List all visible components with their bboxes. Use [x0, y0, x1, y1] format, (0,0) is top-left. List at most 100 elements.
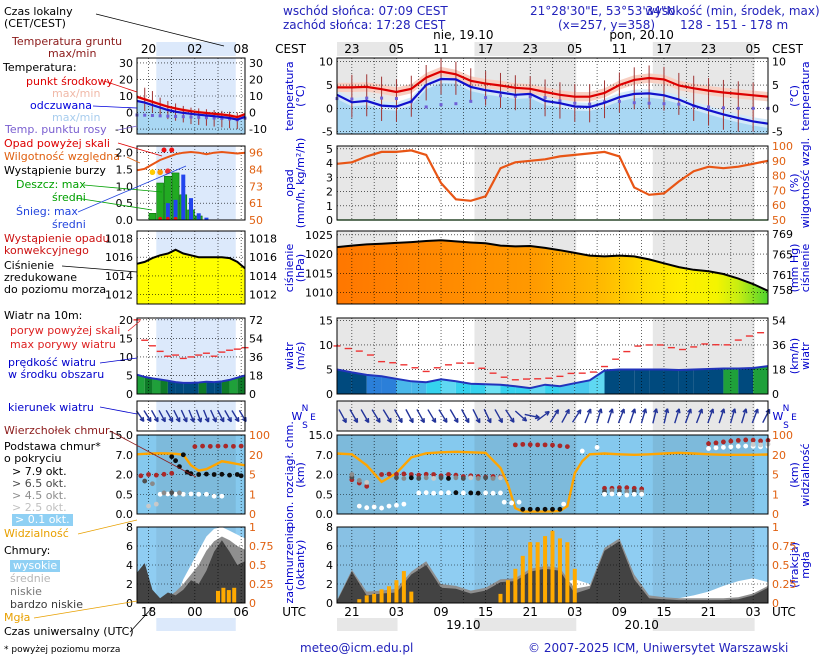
panel-cloud-extent-main: 15.0 7.0 2.0 0.5 0.0 100 20 5 1 0	[309, 429, 794, 521]
svg-text:15: 15	[656, 605, 671, 619]
panel-wind-direction-main	[336, 400, 771, 432]
legend-b-niskie: bardzo niskie	[10, 598, 83, 611]
legend-opad-konw-2: konwekcyjnego	[4, 244, 89, 257]
copyright: © 2007-2025 ICM, Uniwersytet Warszawski	[528, 641, 789, 655]
svg-text:5: 5	[326, 79, 333, 92]
svg-text:2: 2	[326, 186, 333, 199]
svg-text:UTC: UTC	[282, 605, 306, 619]
legend-temp-gruntu-1: Temperatura gruntu	[12, 35, 123, 48]
svg-text:03: 03	[745, 605, 760, 619]
svg-text:15: 15	[478, 605, 493, 619]
svg-text:0.25: 0.25	[249, 578, 274, 591]
svg-text:100: 100	[249, 429, 270, 442]
svg-text:30: 30	[119, 57, 133, 70]
svg-text:08: 08	[234, 42, 249, 56]
svg-text:30: 30	[249, 57, 263, 70]
legend-okt65: > 6.5 okt.	[12, 477, 67, 490]
svg-text:UTC: UTC	[772, 605, 796, 619]
panel-wind-direction-mini	[135, 400, 247, 432]
svg-text:2.0: 2.0	[116, 469, 134, 482]
svg-text:61: 61	[249, 197, 263, 210]
svg-text:96: 96	[249, 147, 263, 160]
legend-opad-powyzej: Opad powyżej skali	[4, 137, 110, 150]
svg-text:15.0: 15.0	[309, 429, 334, 442]
legend-deszcz-max: Deszcz: max	[16, 178, 86, 191]
svg-text:0: 0	[772, 102, 779, 115]
svg-text:03: 03	[567, 605, 582, 619]
svg-text:09: 09	[433, 605, 448, 619]
legend-punkt-rosy: Temp. punktu rosy	[5, 123, 107, 136]
svg-text:23: 23	[523, 42, 538, 56]
panel-temperature-main: 10 5 0 -5 10 5 0 -5	[319, 56, 786, 139]
svg-text:1.5: 1.5	[116, 164, 134, 177]
svg-text:0.5: 0.5	[316, 488, 334, 501]
svg-text:09: 09	[612, 605, 627, 619]
legend-cisnienie-1: Ciśnienie	[4, 259, 55, 272]
svg-text:5: 5	[326, 363, 333, 376]
svg-text:50: 50	[772, 214, 786, 227]
svg-text:N: N	[302, 404, 309, 414]
svg-text:0: 0	[326, 214, 333, 227]
legend-wysokie: wysokie	[10, 560, 61, 572]
legend-podstawa-1: Podstawa chmur*	[4, 440, 101, 453]
svg-text:10: 10	[119, 90, 133, 103]
svg-text:2.0: 2.0	[116, 147, 134, 160]
svg-text:02: 02	[187, 42, 202, 56]
svg-text:00: 00	[187, 605, 202, 619]
svg-text:54: 54	[772, 314, 786, 327]
legend-czas-lokalny-1: Czas lokalny	[4, 5, 73, 18]
svg-text:5: 5	[126, 369, 133, 382]
svg-text:0: 0	[326, 388, 333, 401]
legend-punkt-srodkowy: punkt środkowy	[26, 75, 114, 88]
svg-text:0.75: 0.75	[772, 540, 797, 553]
svg-text:10: 10	[119, 351, 133, 364]
svg-text:20: 20	[141, 42, 156, 56]
svg-text:1020: 1020	[305, 248, 333, 261]
legend-okt79: > 7.9 okt.	[12, 465, 67, 478]
svg-text:0: 0	[772, 597, 779, 610]
svg-text:W: W	[292, 410, 303, 423]
svg-text:E: E	[310, 413, 316, 423]
coordinates: 21°28'30"E, 53°53'34"N	[530, 4, 676, 18]
svg-text:36: 36	[249, 351, 263, 364]
panel-cloudiness-mini: 8 6 4 2 0 1 0.75 0.5 0.25 0	[126, 521, 274, 610]
svg-text:-5: -5	[772, 126, 783, 139]
svg-text:15: 15	[119, 332, 133, 345]
contact-link[interactable]: meteo@icm.edu.pl	[300, 641, 414, 655]
svg-text:8: 8	[126, 521, 133, 534]
svg-text:84: 84	[249, 164, 263, 177]
panel-wind-mini: 20 15 10 5 0 72 54 36 18 0	[119, 314, 263, 401]
svg-text:4: 4	[326, 559, 333, 572]
svg-text:17: 17	[656, 42, 671, 56]
svg-text:21: 21	[523, 605, 538, 619]
svg-text:1.0: 1.0	[116, 180, 134, 193]
svg-text:11: 11	[433, 42, 448, 56]
svg-text:1014: 1014	[105, 270, 133, 283]
svg-text:1012: 1012	[249, 289, 277, 302]
svg-text:0.5: 0.5	[116, 488, 134, 501]
legend-snieg-max: Śnieg: max	[16, 205, 78, 218]
svg-text:23: 23	[344, 42, 359, 56]
legend-max-porywy: max porywy wiatru	[10, 338, 116, 351]
svg-text:54: 54	[249, 332, 263, 345]
svg-text:0: 0	[249, 388, 256, 401]
legend-cisnienie-3: do poziomu morza	[4, 283, 107, 296]
svg-text:10: 10	[319, 56, 333, 69]
svg-text:0.25: 0.25	[772, 578, 797, 591]
legend-czas-lokalny-2: (CET/CEST)	[4, 17, 66, 30]
svg-text:50: 50	[249, 214, 263, 227]
svg-text:18: 18	[772, 363, 786, 376]
svg-text:S: S	[783, 421, 789, 431]
svg-text:11: 11	[612, 42, 627, 56]
footnote-above-sea-level: * powyżej poziomu morza	[4, 645, 121, 655]
svg-text:6: 6	[326, 540, 333, 553]
svg-text:20: 20	[119, 73, 133, 86]
svg-text:758: 758	[772, 284, 793, 297]
legend-snieg-sredni: średni	[52, 218, 86, 231]
svg-text:CEST: CEST	[772, 42, 804, 56]
svg-text:03: 03	[389, 605, 404, 619]
compass-right: NW ES	[773, 404, 798, 431]
svg-text:0: 0	[772, 388, 779, 401]
panel-cloudiness-main: 8 6 4 2 0 1 0.75 0.5 0.25 0	[326, 521, 797, 610]
